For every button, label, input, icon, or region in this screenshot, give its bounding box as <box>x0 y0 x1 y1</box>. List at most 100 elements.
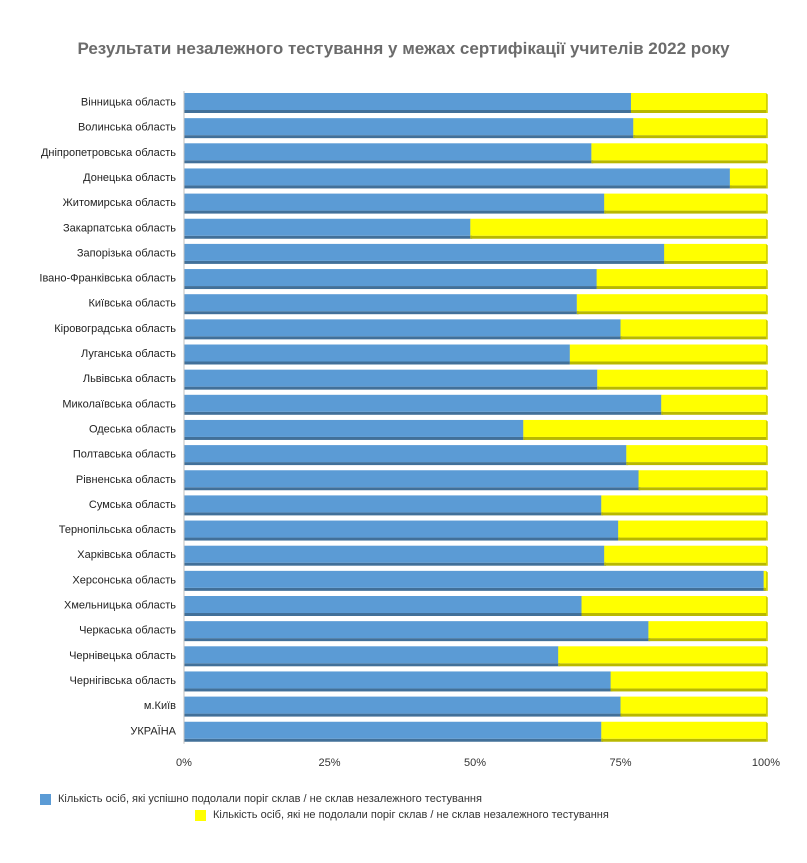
bar-side-1-21 <box>766 621 768 642</box>
bar-depth-0-4 <box>184 210 605 214</box>
category-label-11: Львівська область <box>83 373 176 385</box>
bar-passed-20 <box>184 596 582 613</box>
bar-failed-23 <box>610 671 766 689</box>
bar-depth-0-25 <box>184 738 602 742</box>
bar-passed-3 <box>184 168 730 186</box>
bar-depth-1-24 <box>620 713 766 717</box>
bar-depth-0-10 <box>184 361 570 365</box>
bar-depth-1-2 <box>591 160 766 164</box>
legend-label-passed: Кількість осіб, які успішно подолали пор… <box>58 793 482 805</box>
bar-side-1-9 <box>766 319 768 340</box>
bar-side-1-11 <box>766 369 768 390</box>
bar-passed-19 <box>184 570 764 588</box>
category-label-19: Херсонська область <box>72 574 176 586</box>
bar-failed-0 <box>630 93 766 110</box>
bar-side-1-16 <box>766 495 768 516</box>
bar-depth-1-8 <box>576 311 766 315</box>
bar-failed-14 <box>626 445 766 463</box>
bar-depth-1-4 <box>604 210 766 214</box>
bar-depth-0-24 <box>184 713 621 717</box>
bar-side-1-4 <box>766 193 768 214</box>
bar-passed-8 <box>184 294 577 312</box>
bar-passed-4 <box>184 193 605 211</box>
category-label-14: Полтавська область <box>73 449 176 461</box>
legend-swatch-passed <box>40 793 51 805</box>
bar-failed-20 <box>581 596 766 613</box>
bar-side-1-20 <box>766 596 768 616</box>
bar-passed-6 <box>184 243 665 261</box>
category-label-22: Чернівецька область <box>69 650 176 662</box>
bar-side-1-10 <box>766 344 768 365</box>
bar-failed-12 <box>661 394 766 412</box>
bar-passed-18 <box>184 545 605 563</box>
bar-depth-0-19 <box>184 587 764 591</box>
bar-side-1-24 <box>766 696 768 717</box>
bar-depth-0-8 <box>184 311 577 315</box>
bar-depth-1-5 <box>470 235 766 239</box>
bar-failed-10 <box>569 344 766 362</box>
bar-passed-17 <box>184 520 619 538</box>
category-label-24: м.Київ <box>144 700 176 712</box>
bar-depth-0-13 <box>184 436 524 440</box>
bar-failed-6 <box>664 243 766 261</box>
category-label-4: Житомирська область <box>63 197 177 209</box>
bar-failed-11 <box>597 369 766 387</box>
bar-depth-0-9 <box>184 336 621 340</box>
category-label-21: Черкаська область <box>79 625 176 637</box>
legend-item-failed: Кількість осіб, які не подолали поріг ск… <box>195 809 609 821</box>
bar-failed-25 <box>601 721 766 739</box>
bar-side-1-13 <box>766 419 768 440</box>
bar-depth-1-18 <box>604 562 766 566</box>
bar-failed-22 <box>558 646 766 664</box>
bar-depth-0-12 <box>184 411 662 415</box>
bar-passed-21 <box>184 621 649 639</box>
bar-passed-23 <box>184 671 611 689</box>
category-label-13: Одеська область <box>89 423 176 435</box>
bar-depth-0-22 <box>184 663 559 667</box>
bar-passed-5 <box>184 218 471 236</box>
bar-side-1-17 <box>766 520 768 541</box>
category-label-5: Закарпатська область <box>63 222 176 234</box>
bar-depth-0-0 <box>184 110 631 113</box>
category-label-2: Дніпропетровська область <box>41 147 176 159</box>
bar-passed-0 <box>184 93 631 110</box>
bar-depth-0-21 <box>184 638 649 642</box>
bar-side-1-23 <box>766 671 768 692</box>
bar-failed-15 <box>638 470 766 488</box>
bar-failed-13 <box>523 419 766 437</box>
bar-side-1-18 <box>766 545 768 566</box>
bar-passed-2 <box>184 143 592 161</box>
x-tick-label-1: 25% <box>318 757 340 769</box>
category-label-3: Донецька область <box>83 172 176 184</box>
legend-swatch-failed <box>195 809 206 821</box>
bar-failed-8 <box>576 294 766 312</box>
bar-depth-1-16 <box>601 512 766 516</box>
bar-side-1-1 <box>766 118 768 139</box>
bar-depth-1-19 <box>763 587 766 591</box>
bar-side-1-12 <box>766 394 768 415</box>
bar-failed-3 <box>729 168 766 186</box>
bar-passed-24 <box>184 696 621 714</box>
bars-group <box>184 93 768 742</box>
bar-side-1-6 <box>766 243 768 264</box>
category-label-7: Івано-Франківська область <box>39 273 176 285</box>
category-label-8: Київська область <box>88 298 176 310</box>
bar-side-1-7 <box>766 269 768 290</box>
bar-failed-5 <box>470 218 766 236</box>
legend-item-passed: Кількість осіб, які успішно подолали пор… <box>40 793 482 805</box>
category-label-1: Волинська область <box>78 122 176 134</box>
bar-side-1-25 <box>766 721 768 742</box>
bar-side-1-2 <box>766 143 768 164</box>
bar-depth-1-7 <box>596 286 766 290</box>
bar-failed-19 <box>763 570 766 588</box>
bar-depth-0-17 <box>184 537 619 541</box>
category-label-18: Харківська область <box>77 549 176 561</box>
bar-depth-0-20 <box>184 613 582 616</box>
category-label-9: Кіровоградська область <box>54 323 176 335</box>
category-label-6: Запорізька область <box>77 247 176 259</box>
bar-failed-7 <box>596 269 766 287</box>
bar-passed-10 <box>184 344 570 362</box>
bar-side-1-3 <box>766 168 768 189</box>
category-label-16: Сумська область <box>89 499 176 511</box>
bar-side-1-14 <box>766 445 768 466</box>
